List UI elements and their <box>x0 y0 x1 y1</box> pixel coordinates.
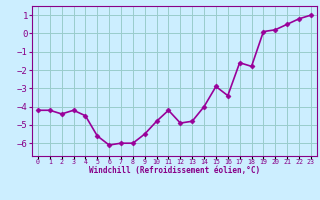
X-axis label: Windchill (Refroidissement éolien,°C): Windchill (Refroidissement éolien,°C) <box>89 166 260 175</box>
